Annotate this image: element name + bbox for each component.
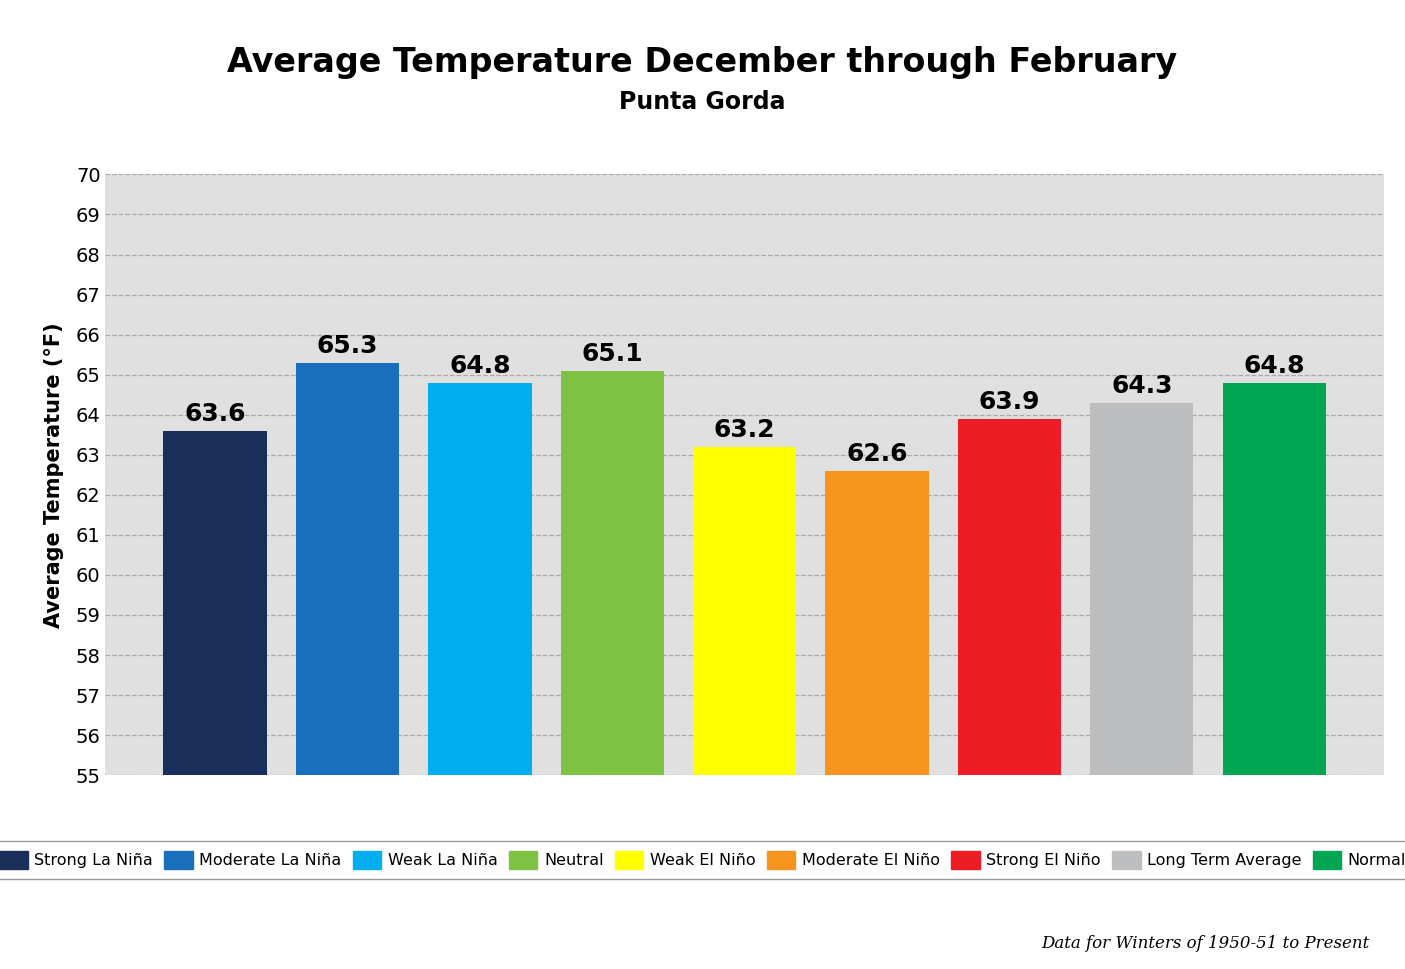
Bar [693,447,797,775]
Text: 62.6: 62.6 [846,442,908,466]
Text: 63.2: 63.2 [714,418,776,442]
Bar [825,471,929,775]
Bar [296,362,399,775]
Text: 64.3: 64.3 [1111,374,1173,398]
Text: Punta Gorda: Punta Gorda [620,90,785,113]
Bar [1222,383,1326,775]
Bar [1090,403,1193,775]
Bar [163,431,267,775]
Bar [561,371,665,775]
Text: 65.1: 65.1 [582,342,643,366]
Text: 65.3: 65.3 [316,334,378,358]
Text: 63.9: 63.9 [979,390,1040,414]
Text: 63.6: 63.6 [184,402,246,426]
Text: 64.8: 64.8 [450,354,510,378]
Bar [958,419,1061,775]
Y-axis label: Average Temperature (°F): Average Temperature (°F) [45,322,65,628]
Bar [429,383,531,775]
Text: 64.8: 64.8 [1243,354,1305,378]
Legend: Strong La Niña, Moderate La Niña, Weak La Niña, Neutral, Weak El Niño, Moderate : Strong La Niña, Moderate La Niña, Weak L… [0,841,1405,879]
Text: Data for Winters of 1950-51 to Present: Data for Winters of 1950-51 to Present [1041,934,1370,952]
Text: Average Temperature December through February: Average Temperature December through Feb… [228,47,1177,79]
